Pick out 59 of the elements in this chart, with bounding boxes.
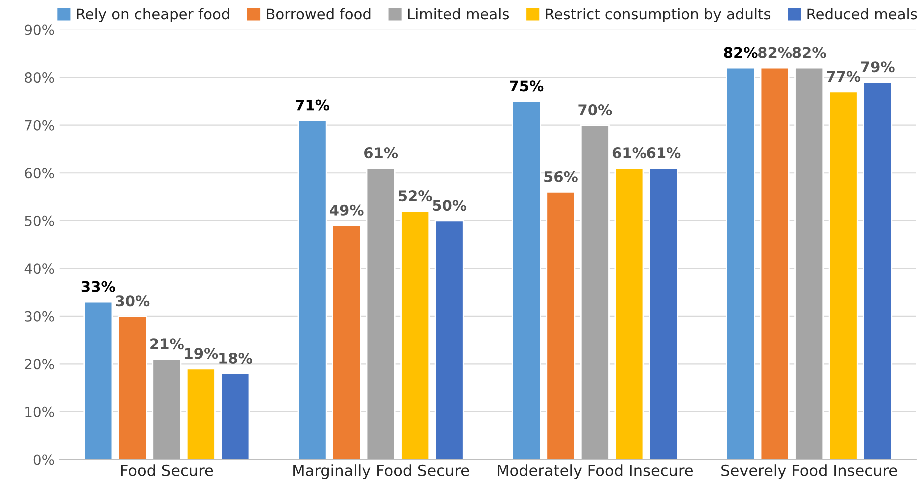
legend-label: Rely on cheaper food	[77, 8, 230, 23]
bar	[298, 120, 328, 460]
data-label: 61%	[647, 148, 681, 159]
data-label: 82%	[792, 47, 826, 58]
data-label: 52%	[398, 190, 432, 202]
bar	[118, 316, 148, 460]
data-label: 19%	[185, 348, 218, 360]
bar	[614, 168, 644, 460]
bar	[400, 210, 430, 460]
bar	[794, 67, 824, 460]
data-label: 56%	[544, 171, 578, 182]
y-tick-label: 20%	[25, 359, 54, 370]
x-tick-label: Severely Food Insecure	[722, 464, 898, 480]
legend-label: Restrict consumption by adults	[546, 8, 771, 23]
bar	[580, 124, 610, 460]
data-label: 82%	[758, 47, 792, 58]
data-label: 50%	[433, 200, 467, 212]
bar	[726, 67, 756, 460]
data-label: 33%	[82, 281, 116, 292]
y-tick-label: 40%	[24, 264, 54, 274]
bar	[648, 168, 678, 460]
data-label: 77%	[827, 71, 861, 82]
legend-label: Borrowed food	[267, 8, 371, 20]
data-label: 75%	[510, 80, 544, 92]
data-label: 71%	[296, 100, 330, 111]
data-label: 82%	[724, 47, 758, 58]
y-tick-label: 80%	[25, 72, 54, 84]
data-label: 49%	[330, 204, 364, 216]
bar	[84, 301, 114, 460]
y-tick-label: 50%	[25, 216, 54, 226]
x-tick-label: Moderately Food Insecure	[498, 464, 694, 480]
y-tick-label: 70%	[25, 120, 54, 131]
legend-label: Limited meals	[408, 8, 510, 20]
y-tick-label: 90%	[25, 24, 54, 36]
bar	[220, 373, 250, 460]
bar	[863, 82, 893, 460]
data-label: 79%	[861, 62, 895, 73]
bar	[186, 368, 216, 460]
legend-label: Reduced meals	[808, 8, 918, 20]
bar	[434, 220, 464, 460]
bar	[152, 358, 182, 460]
y-tick-label: 0%	[34, 454, 54, 466]
data-label: 70%	[578, 104, 612, 116]
bar	[332, 224, 362, 460]
bar	[366, 168, 396, 460]
data-label: 18%	[220, 352, 252, 364]
bar	[512, 100, 542, 460]
x-tick-label: Marginally Food Secure	[294, 464, 470, 480]
data-label: 61%	[612, 148, 646, 159]
data-label: 61%	[364, 148, 398, 159]
data-label: 21%	[150, 338, 184, 350]
x-tick-label: Food Secure	[121, 464, 214, 476]
bar	[828, 91, 858, 460]
y-tick-label: 30%	[25, 311, 54, 322]
data-label: 30%	[116, 296, 150, 307]
bar	[546, 192, 576, 460]
y-tick-label: 60%	[25, 168, 54, 179]
y-tick-label: 10%	[26, 406, 54, 418]
bar	[760, 67, 790, 460]
